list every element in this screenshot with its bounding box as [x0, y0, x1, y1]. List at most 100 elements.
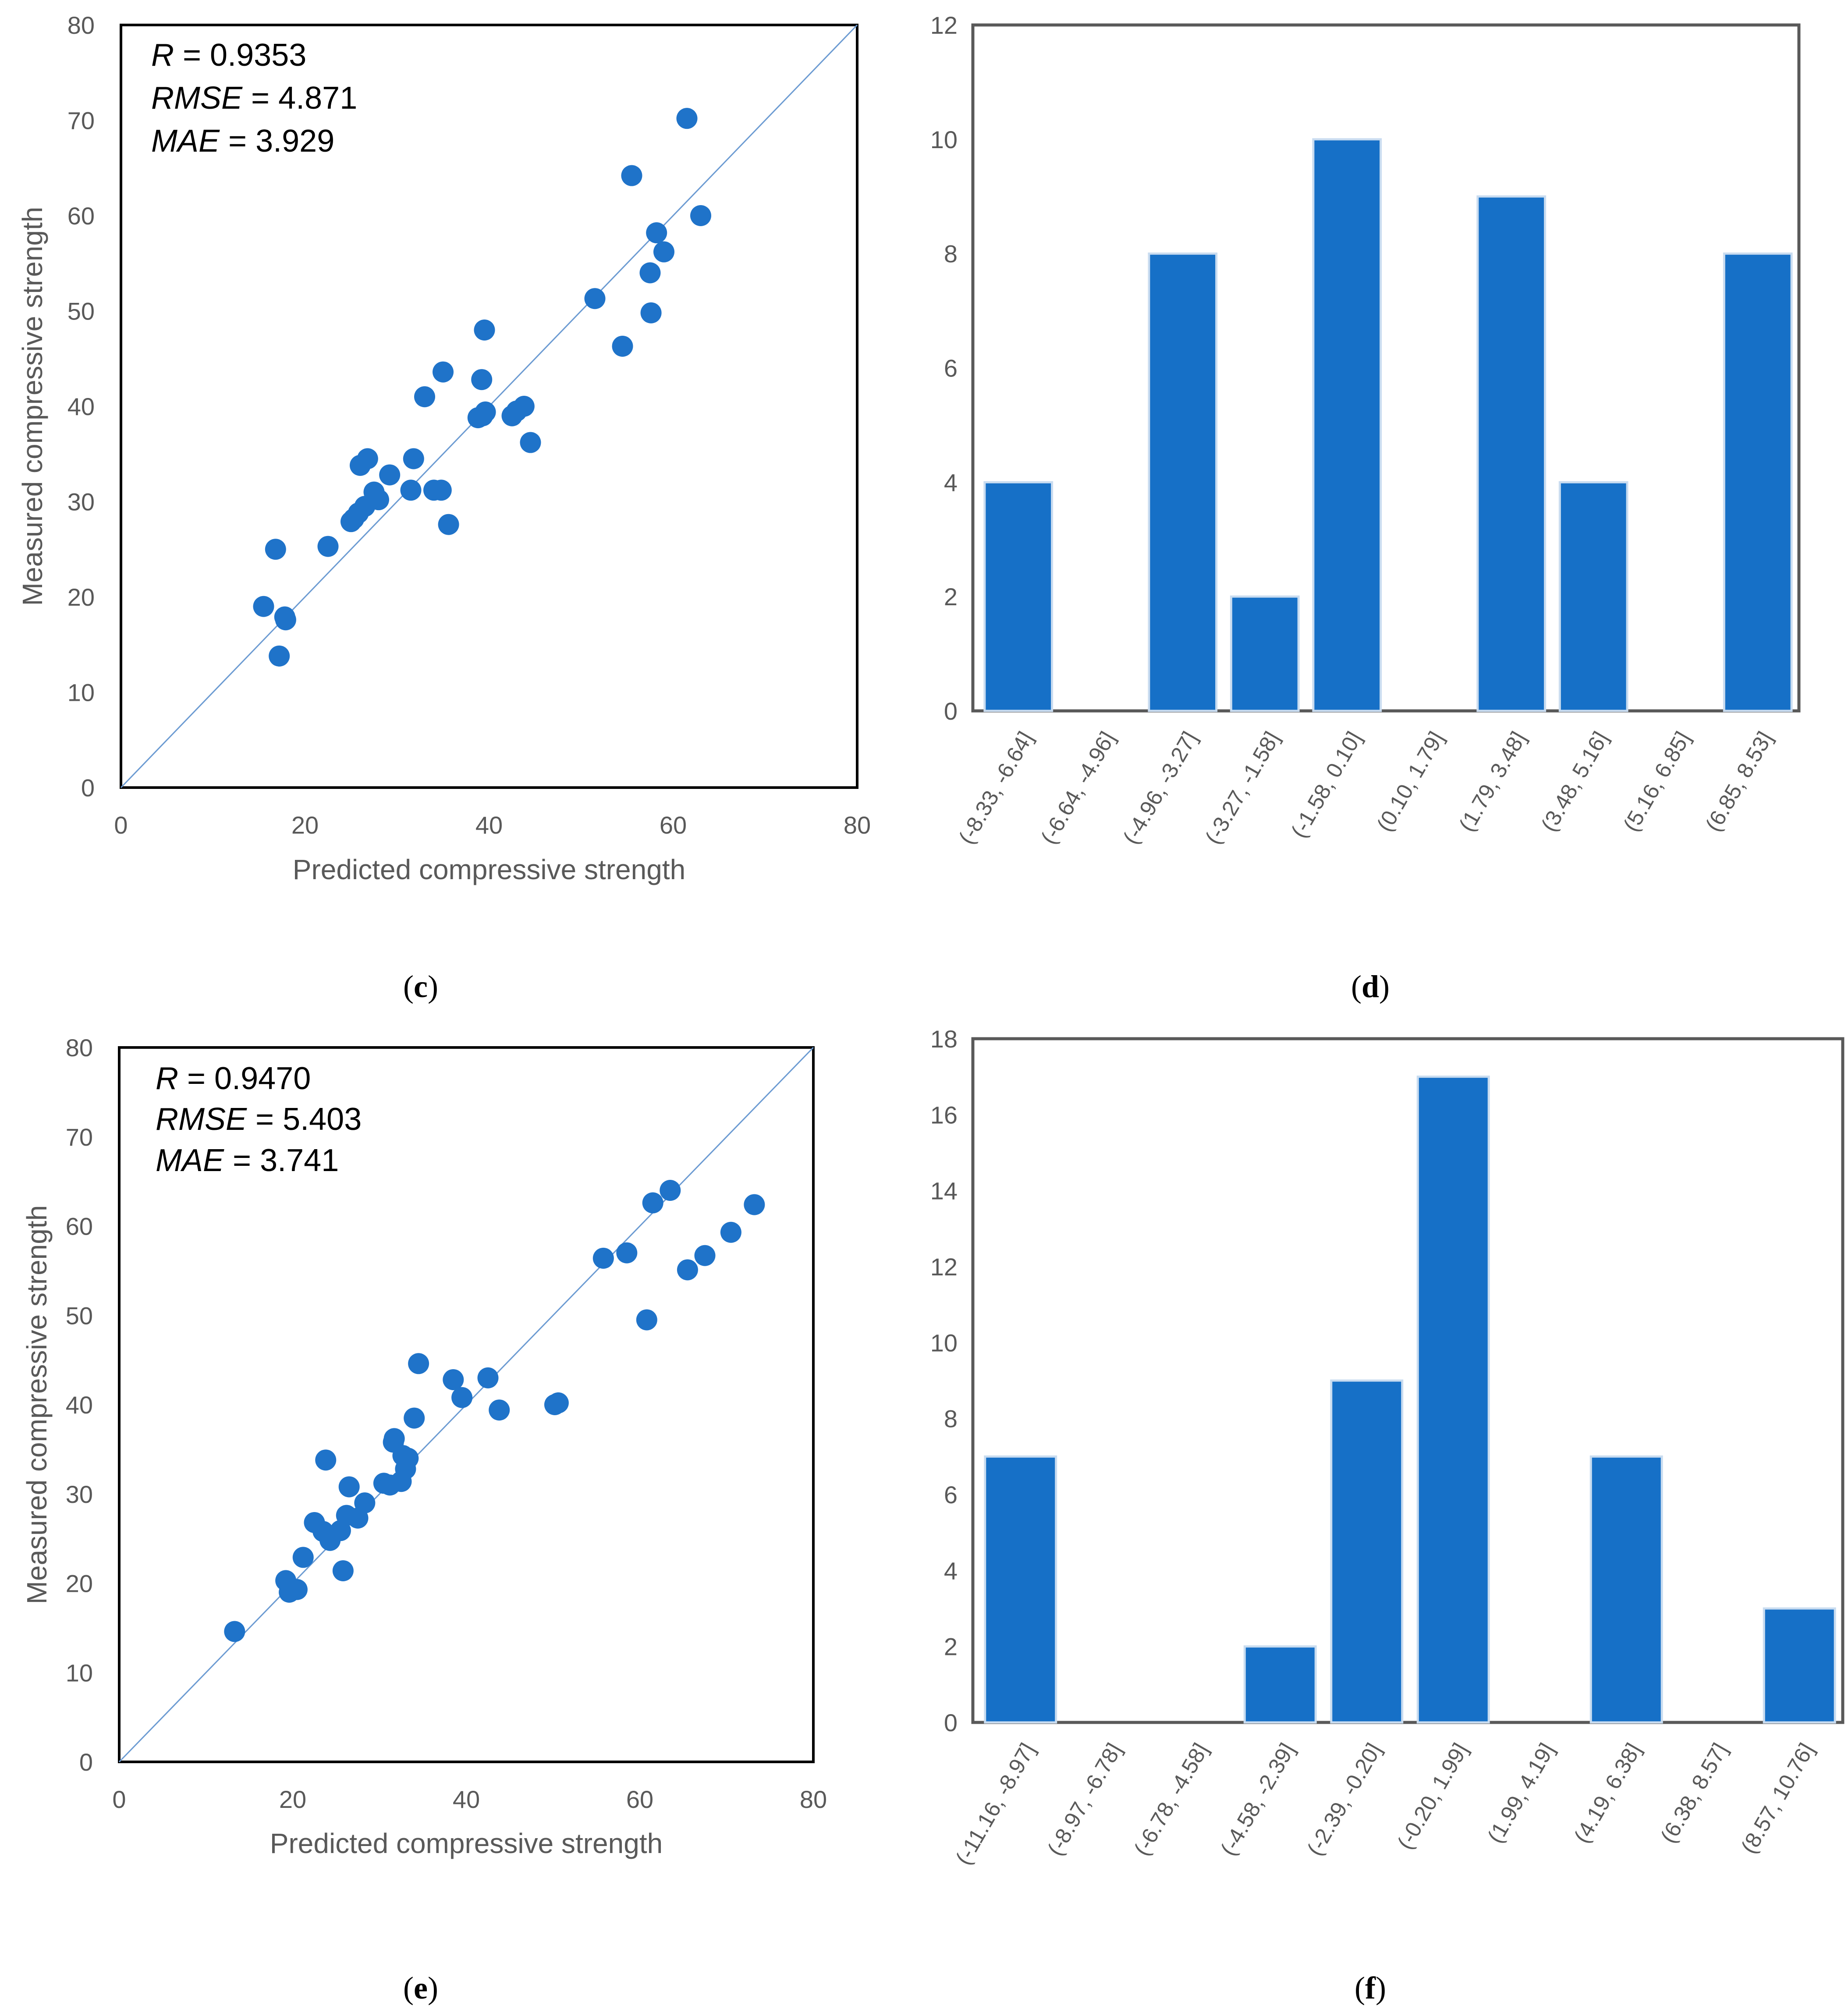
data-point [489, 1399, 510, 1421]
data-point [547, 1392, 569, 1413]
data-point [368, 489, 389, 511]
y-tick-label: 80 [67, 11, 95, 39]
histogram-bar [1243, 1645, 1317, 1724]
data-point [397, 1448, 419, 1469]
data-point [513, 396, 535, 417]
data-point [639, 262, 661, 284]
plot-f-y-ticks: 0 2 4 6 8 10 12 14 16 18 [930, 1025, 958, 1736]
data-point [332, 1560, 354, 1581]
histogram-bar [1476, 195, 1547, 712]
x-tick-label: 40 [475, 811, 503, 839]
y-tick-label: 10 [930, 126, 958, 153]
y-tick-label: 30 [67, 488, 95, 516]
plot-e-stat-r: R = 0.9470 [156, 1061, 311, 1096]
plot-f-frame [971, 1037, 1844, 1724]
data-point [265, 539, 286, 560]
y-tick-label: 70 [66, 1123, 93, 1151]
plot-e-x-axis-title: Predicted compressive strength [270, 1828, 663, 1859]
plot-c-stat-rmse: RMSE = 4.871 [151, 81, 357, 116]
panel-label-e: (e) [403, 1970, 438, 2006]
y-tick-label: 30 [66, 1480, 93, 1508]
histogram-bar [1148, 252, 1218, 712]
y-tick-label: 0 [81, 774, 95, 802]
scatter-plot-c: 0 10 20 30 40 50 60 70 80 0 20 40 60 80 R = 0.9353 R… [17, 11, 871, 885]
data-point [292, 1547, 314, 1568]
x-tick-label: 80 [800, 1786, 827, 1813]
plot-f-bars [984, 1076, 1836, 1724]
data-point [404, 1407, 425, 1429]
data-point [720, 1221, 741, 1243]
data-point [317, 536, 339, 557]
y-tick-label: 0 [944, 1709, 958, 1736]
data-point [621, 165, 642, 186]
data-point [275, 609, 296, 631]
category-label: (8.57, 10.76] [1736, 1739, 1819, 1858]
data-point [612, 335, 633, 357]
data-point [475, 401, 496, 423]
y-tick-label: 6 [944, 355, 958, 382]
y-tick-label: 10 [930, 1329, 958, 1356]
data-point [269, 645, 290, 667]
y-tick-label: 10 [67, 679, 95, 707]
plot-c-frame [120, 24, 858, 789]
y-tick-label: 0 [944, 697, 958, 725]
plot-c-stat-r: R = 0.9353 [151, 38, 306, 73]
data-point [584, 288, 606, 309]
category-label: (3.48, 5.16] [1536, 728, 1613, 836]
plot-e-y-ticks: 0 10 20 30 40 50 60 70 80 [66, 1034, 93, 1776]
plot-d-category-labels: (-8.33, -6.64](-6.64, -4.96](-4.96, -3.2… [954, 728, 1777, 849]
x-tick-label: 60 [660, 811, 687, 839]
category-label: (4.19, 6.38] [1569, 1739, 1646, 1847]
y-tick-label: 10 [66, 1659, 93, 1686]
y-tick-label: 20 [66, 1570, 93, 1598]
data-point [646, 222, 667, 244]
histogram-bar [1230, 595, 1300, 712]
data-point [636, 1309, 657, 1331]
data-point [451, 1387, 473, 1408]
y-tick-label: 12 [930, 11, 958, 39]
data-point [443, 1369, 464, 1390]
category-label: (-3.27, -1.58] [1200, 728, 1284, 849]
y-tick-label: 12 [930, 1253, 958, 1281]
y-tick-label: 20 [67, 583, 95, 611]
plot-f-category-labels: (-11.16, -8.97] (-8.97, -6.78] (-6.78, -4.… [951, 1739, 1819, 1869]
data-point [676, 108, 698, 129]
y-tick-label: 50 [67, 298, 95, 325]
category-label: (-1.58, 0.10] [1286, 728, 1366, 842]
plot-c-x-axis-title: Predicted compressive strength [293, 854, 685, 885]
data-point [379, 464, 401, 486]
data-point [253, 596, 274, 617]
data-point [338, 1476, 360, 1498]
x-tick-label: 40 [453, 1786, 480, 1813]
y-tick-label: 40 [67, 393, 95, 420]
category-label: (-6.64, -4.96] [1036, 728, 1120, 849]
data-point [677, 1259, 698, 1281]
plot-c-points [253, 108, 711, 667]
data-point [414, 386, 435, 408]
data-point [640, 302, 662, 323]
data-point [520, 432, 541, 453]
y-tick-label: 8 [944, 240, 958, 268]
data-point [286, 1579, 308, 1600]
x-tick-label: 20 [279, 1786, 306, 1813]
y-tick-label: 60 [67, 202, 95, 230]
data-point [433, 361, 454, 383]
data-point [438, 514, 459, 535]
panel-label-c: (c) [403, 969, 438, 1004]
data-point [357, 448, 378, 469]
data-point [592, 1247, 614, 1269]
category-label: (1.99, 4.19] [1483, 1739, 1559, 1847]
bar-chart-f: 0 2 4 6 8 10 12 14 16 18 (-11.16, -8.97] (-8.97, -… [930, 1025, 1844, 1869]
data-point [354, 1492, 376, 1514]
panel-label-d: (d) [1351, 969, 1390, 1004]
data-point [653, 241, 674, 263]
y-tick-label: 50 [66, 1302, 93, 1329]
data-point [474, 320, 495, 341]
category-label: (-11.16, -8.97] [951, 1739, 1040, 1869]
histogram-bar [984, 1455, 1057, 1724]
plot-c-stat-mae: MAE = 3.929 [151, 124, 334, 159]
x-tick-label: 80 [844, 811, 871, 839]
histogram-bar [1416, 1076, 1490, 1724]
panel-label-f: (f) [1355, 1970, 1386, 2006]
